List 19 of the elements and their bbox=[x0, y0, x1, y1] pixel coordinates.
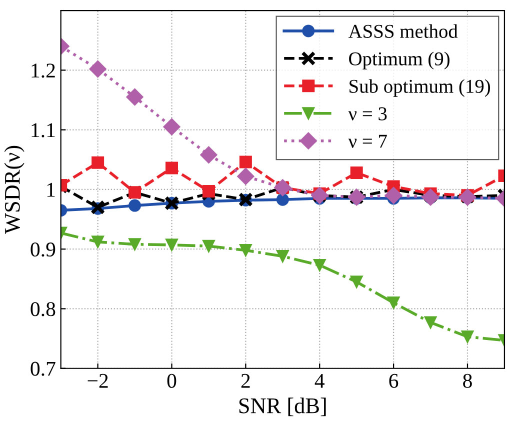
x-tick-label: 2 bbox=[241, 374, 250, 388]
x-tick-label: 0 bbox=[167, 374, 176, 388]
legend-label: ASSS method bbox=[348, 24, 458, 38]
y-tick-label: 1.2 bbox=[32, 64, 55, 78]
x-tick-label: −2 bbox=[88, 374, 108, 388]
y-tick-label: 1 bbox=[47, 182, 55, 197]
y-axis-title: WSDR(ν) bbox=[4, 146, 24, 234]
x-tick-label: 4 bbox=[314, 374, 325, 388]
legend-label: ν = 7 bbox=[348, 134, 387, 148]
x-tick-label: 8 bbox=[463, 374, 472, 388]
y-tick-label: 0.7 bbox=[30, 362, 56, 376]
y-tick-label: 0.9 bbox=[30, 242, 56, 257]
legend-label: Sub optimum (19) bbox=[350, 79, 490, 97]
y-tick-label: 1.1 bbox=[32, 123, 55, 138]
x-tick-label: 6 bbox=[389, 374, 398, 388]
x-axis-title: SNR [dB] bbox=[239, 398, 326, 416]
legend-label: Optimum (9) bbox=[349, 52, 450, 70]
y-tick-label: 0.8 bbox=[30, 302, 56, 316]
legend-label: ν = 3 bbox=[348, 107, 387, 120]
